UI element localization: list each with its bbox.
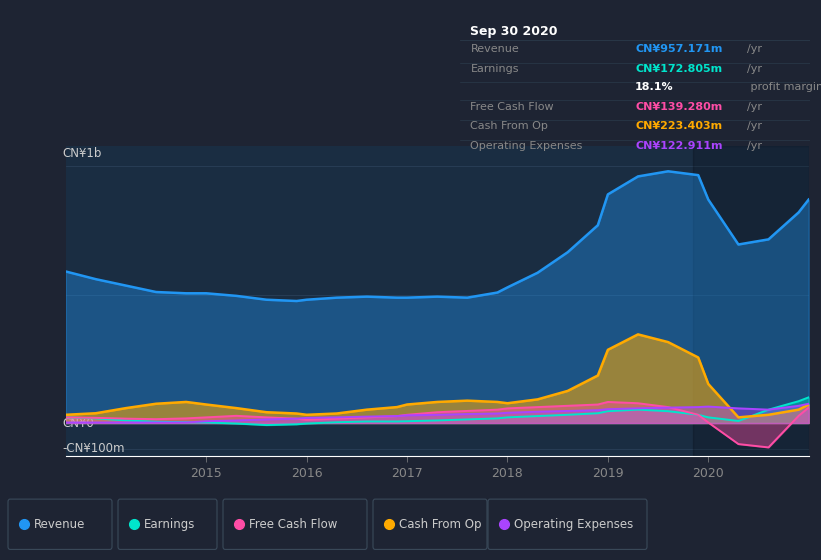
Text: CN¥223.403m: CN¥223.403m: [635, 122, 722, 132]
Text: CN¥0: CN¥0: [62, 417, 94, 430]
Text: Cash From Op: Cash From Op: [470, 122, 548, 132]
Text: profit margin: profit margin: [747, 82, 821, 92]
Text: CN¥139.280m: CN¥139.280m: [635, 102, 722, 112]
Bar: [693, 146, 809, 456]
Text: /yr: /yr: [747, 141, 762, 151]
Text: Free Cash Flow: Free Cash Flow: [470, 102, 554, 112]
Text: /yr: /yr: [747, 64, 762, 74]
Text: Earnings: Earnings: [470, 64, 519, 74]
Text: /yr: /yr: [747, 44, 762, 54]
Text: /yr: /yr: [747, 122, 762, 132]
Text: Operating Expenses: Operating Expenses: [514, 518, 633, 531]
Text: CN¥172.805m: CN¥172.805m: [635, 64, 722, 74]
Text: Revenue: Revenue: [470, 44, 519, 54]
Text: Revenue: Revenue: [34, 518, 85, 531]
Text: CN¥1b: CN¥1b: [62, 147, 101, 160]
Text: Operating Expenses: Operating Expenses: [470, 141, 583, 151]
Text: 18.1%: 18.1%: [635, 82, 673, 92]
Text: Earnings: Earnings: [144, 518, 195, 531]
Text: /yr: /yr: [747, 102, 762, 112]
Text: Sep 30 2020: Sep 30 2020: [470, 25, 558, 38]
Text: CN¥957.171m: CN¥957.171m: [635, 44, 722, 54]
Text: -CN¥100m: -CN¥100m: [62, 442, 125, 455]
Text: Free Cash Flow: Free Cash Flow: [249, 518, 337, 531]
Text: CN¥122.911m: CN¥122.911m: [635, 141, 722, 151]
Text: Cash From Op: Cash From Op: [399, 518, 481, 531]
